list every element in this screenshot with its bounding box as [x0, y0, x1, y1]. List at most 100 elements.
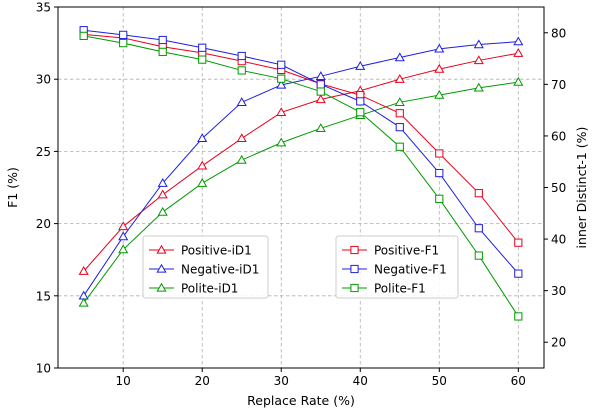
legend-label: Negative-F1: [374, 262, 447, 276]
data-point: [79, 31, 88, 40]
data-point: [78, 297, 89, 307]
data-point: [276, 79, 287, 89]
data-point: [158, 47, 167, 56]
data-point: [237, 66, 246, 75]
legend-marker: [156, 282, 167, 292]
data-point: [315, 94, 326, 104]
data-point: [514, 269, 523, 278]
legend-label: Polite-iD1: [181, 281, 238, 295]
data-point: [316, 87, 325, 96]
legend-marker: [350, 245, 359, 255]
legend-2: Positive-F1 Negative-F1 Polite-F1: [335, 235, 459, 299]
legend-marker: [350, 283, 359, 293]
data-point: [394, 52, 405, 62]
data-point: [158, 35, 167, 45]
legend-entry: Polite-F1: [342, 281, 426, 295]
series-layer: [78, 26, 524, 321]
data-point: [355, 60, 366, 70]
legend-marker: [156, 263, 167, 273]
series-line: [83, 81, 519, 304]
data-point: [514, 238, 523, 247]
data-point: [119, 39, 128, 48]
data-point: [237, 51, 246, 61]
series-polite-id1: [78, 76, 524, 307]
data-point: [513, 48, 524, 57]
x-tick-label: 40: [353, 374, 368, 388]
y-right-tick-label: 70: [551, 78, 566, 92]
legend-marker: [156, 244, 167, 254]
legend-1: Positive-iD1 Negative-iD1 Polite-iD1: [142, 235, 269, 299]
data-point: [157, 177, 168, 187]
data-point: [434, 43, 445, 53]
data-point: [198, 55, 207, 64]
y-axis-right-title: inner Distinct-1 (%): [574, 127, 589, 249]
data-point: [435, 194, 444, 203]
data-point: [197, 133, 208, 143]
y-left-tick-label: 15: [36, 289, 51, 303]
data-point: [118, 221, 129, 231]
data-point: [236, 154, 247, 164]
series-line: [83, 33, 519, 243]
data-point: [356, 97, 365, 106]
data-point: [474, 224, 483, 233]
data-point: [236, 97, 247, 106]
data-point: [513, 76, 524, 86]
x-axis-title: Replace Rate (%): [247, 393, 355, 408]
y-right-tick-label: 20: [551, 336, 566, 350]
data-point: [118, 244, 129, 254]
data-point: [356, 108, 365, 117]
data-point: [315, 123, 326, 132]
y-left-tick-label: 35: [36, 1, 51, 15]
data-point: [514, 312, 523, 321]
y-left-tick-label: 20: [36, 217, 51, 231]
y-right-tick-label: 60: [551, 129, 566, 143]
y-left-tick-label: 25: [36, 145, 51, 159]
data-point: [435, 149, 444, 158]
data-point: [473, 39, 484, 49]
data-point: [316, 80, 325, 89]
y-right-tick-label: 80: [551, 26, 566, 40]
series-polite-f1: [79, 31, 523, 321]
data-point: [434, 63, 445, 73]
y-right-tick-label: 50: [551, 181, 566, 195]
x-tick-label: 50: [432, 374, 447, 388]
data-point: [394, 73, 405, 83]
x-tick-label: 10: [116, 374, 131, 388]
data-point: [434, 89, 445, 99]
data-point: [395, 142, 404, 151]
data-point: [236, 133, 247, 143]
y-axis-left-title: F1 (%): [5, 167, 20, 208]
legend-entry: Positive-iD1: [149, 243, 252, 257]
grid-lines: [58, 6, 544, 369]
legend-label: Polite-F1: [374, 281, 426, 295]
legends: Positive-iD1Negative-iD1Polite-iD1Positi…: [142, 235, 459, 299]
series-line: [83, 29, 519, 274]
y-right-tick-label: 40: [551, 233, 566, 247]
legend-label: Negative-iD1: [181, 262, 259, 276]
legend-frame: [335, 235, 459, 299]
x-tick-label: 60: [511, 374, 526, 388]
data-point: [395, 123, 404, 132]
y-right-tick-label: 30: [551, 284, 566, 298]
data-point: [473, 55, 484, 65]
y-left-tick-label: 30: [36, 73, 51, 87]
legend-entry: Polite-iD1: [149, 281, 238, 295]
legend-label: Positive-F1: [374, 243, 439, 257]
data-point: [315, 71, 326, 80]
data-point: [197, 160, 208, 170]
series-line: [83, 35, 519, 317]
data-point: [118, 231, 129, 241]
series-positive-id1: [78, 48, 524, 275]
data-point: [78, 266, 89, 275]
data-point: [198, 43, 207, 52]
data-point: [276, 137, 287, 147]
data-point: [157, 189, 168, 199]
data-point: [157, 206, 168, 216]
data-point: [513, 36, 524, 46]
plot-frame: [57, 6, 545, 369]
legend-entry: Negative-iD1: [149, 262, 259, 276]
data-point: [435, 168, 444, 178]
legend-frame: [142, 235, 269, 299]
y-left-tick-label: 10: [36, 362, 51, 376]
